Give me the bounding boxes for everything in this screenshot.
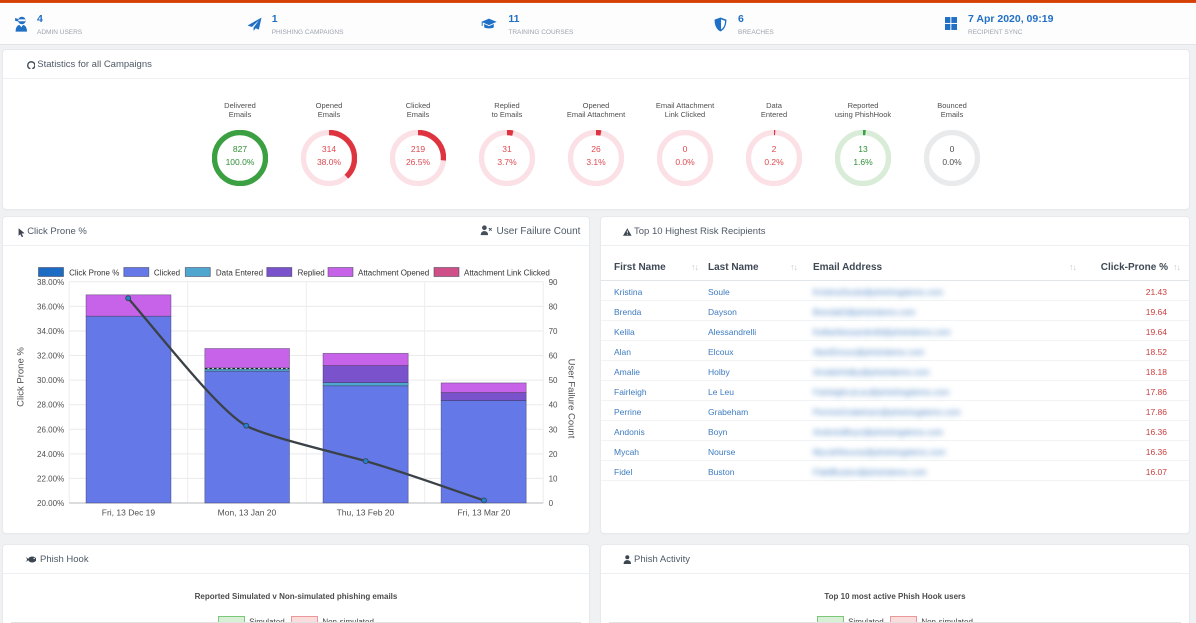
svg-text:80: 80	[549, 302, 558, 311]
svg-text:40: 40	[549, 401, 558, 410]
svg-text:31: 31	[502, 144, 512, 154]
svg-text:Thu, 13 Feb 20: Thu, 13 Feb 20	[337, 508, 395, 518]
svg-text:60: 60	[549, 352, 558, 361]
svg-text:Click Prone %: Click Prone %	[16, 347, 27, 407]
svg-text:0: 0	[683, 144, 688, 154]
svg-text:0.0%: 0.0%	[942, 157, 962, 167]
svg-text:28.00%: 28.00%	[37, 401, 64, 410]
svg-text:13: 13	[858, 144, 868, 154]
svg-text:100.0%: 100.0%	[226, 157, 255, 167]
svg-text:2: 2	[772, 144, 777, 154]
svg-text:0.2%: 0.2%	[764, 157, 784, 167]
svg-text:32.00%: 32.00%	[37, 352, 64, 361]
svg-text:24.00%: 24.00%	[37, 450, 64, 459]
svg-text:314: 314	[322, 144, 336, 154]
svg-text:3.7%: 3.7%	[497, 157, 517, 167]
svg-text:219: 219	[411, 144, 425, 154]
svg-text:20.00%: 20.00%	[37, 499, 64, 508]
svg-text:Fri, 13 Mar 20: Fri, 13 Mar 20	[457, 508, 510, 518]
svg-text:Mon, 13 Jan 20: Mon, 13 Jan 20	[218, 508, 277, 518]
svg-text:50: 50	[549, 376, 558, 385]
svg-text:1.6%: 1.6%	[853, 157, 873, 167]
svg-text:User Failure Count: User Failure Count	[566, 359, 577, 439]
svg-text:70: 70	[549, 327, 558, 336]
svg-text:26.00%: 26.00%	[37, 425, 64, 434]
svg-text:Fri, 13 Dec 19: Fri, 13 Dec 19	[102, 508, 156, 518]
svg-text:Click Prone %: Click Prone %	[69, 269, 119, 278]
svg-text:38.00%: 38.00%	[37, 278, 64, 287]
svg-text:34.00%: 34.00%	[37, 327, 64, 336]
svg-text:20: 20	[549, 450, 558, 459]
svg-text:0.0%: 0.0%	[675, 157, 695, 167]
svg-text:36.00%: 36.00%	[37, 302, 64, 311]
svg-text:3.1%: 3.1%	[586, 157, 606, 167]
svg-text:Data Entered: Data Entered	[216, 269, 263, 278]
svg-text:38.0%: 38.0%	[317, 157, 342, 167]
svg-text:Replied: Replied	[298, 269, 325, 278]
svg-text:26.5%: 26.5%	[406, 157, 431, 167]
svg-text:30.00%: 30.00%	[37, 376, 64, 385]
svg-text:22.00%: 22.00%	[37, 474, 64, 483]
svg-text:0: 0	[549, 499, 554, 508]
svg-text:827: 827	[233, 144, 247, 154]
svg-text:0: 0	[950, 144, 955, 154]
svg-text:26: 26	[591, 144, 601, 154]
svg-text:Attachment Link Clicked: Attachment Link Clicked	[464, 269, 550, 278]
svg-text:Attachment Opened: Attachment Opened	[358, 269, 429, 278]
svg-text:Clicked: Clicked	[154, 269, 180, 278]
svg-text:30: 30	[549, 425, 558, 434]
svg-text:10: 10	[549, 474, 558, 483]
svg-text:90: 90	[549, 278, 558, 287]
